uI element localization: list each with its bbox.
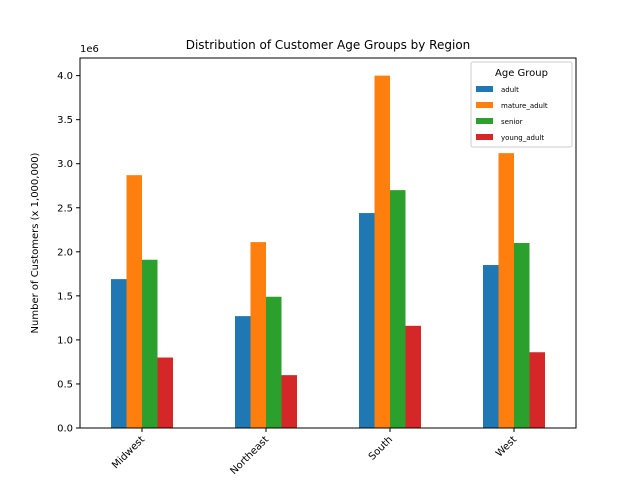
legend-label-mature_adult: mature_adult [501,102,548,110]
y-tick-label: 1.0 [57,335,73,346]
legend-label-senior: senior [501,118,523,126]
y-axis: 0.0 0.5 1.0 1.5 2.0 2.5 3.0 3.5 4.0 [57,71,80,435]
y-tick-label: 0.5 [57,379,73,390]
x-axis: Midwest Northeast South West [110,428,519,477]
legend-swatch-adult [476,86,493,92]
x-tick-label: South [367,434,395,462]
bar-mature_adult-northeast [250,242,266,428]
y-tick-label: 2.0 [57,247,73,258]
y-axis-label: Number of Customers (x 1,000,000) [30,152,41,333]
x-tick-label: Northeast [228,434,271,477]
chart-title: Distribution of Customer Age Groups by R… [186,38,471,52]
y-tick-label: 0.0 [57,424,73,435]
plot-frame [79,57,577,429]
legend-box [470,61,573,148]
x-tick-label: Midwest [110,434,147,471]
bar-young_adult-west [529,352,545,428]
bar-adult-south [359,213,375,428]
y-tick-label: 1.5 [57,291,73,302]
bar-adult-midwest [111,279,127,428]
legend-swatch-young_adult [476,134,493,140]
y-tick-label: 2.5 [57,203,73,214]
bar-senior-west [514,243,530,428]
bar-mature_adult-west [498,153,514,428]
x-tick-label: West [494,434,519,459]
y-tick-label: 4.0 [57,71,73,82]
legend-label-young_adult: young_adult [501,134,544,142]
bar-mature_adult-south [374,75,390,429]
bar-young_adult-northeast [281,375,297,428]
bar-young_adult-midwest [157,357,173,428]
bars-layer [111,75,545,429]
bar-senior-northeast [266,296,282,428]
bar-senior-midwest [142,259,158,428]
legend-swatch-senior [476,118,493,124]
legend-title: Age Group [495,68,548,79]
bar-mature_adult-midwest [126,175,142,428]
bar-senior-south [390,190,406,428]
y-tick-label: 3.0 [57,159,73,170]
legend-label-adult: adult [501,86,519,94]
bar-young_adult-south [405,325,421,428]
legend-swatch-mature_adult [476,102,493,108]
bar-adult-west [483,265,499,428]
y-axis-offset-label: 1e6 [80,44,99,55]
y-tick-label: 3.5 [57,115,73,126]
bar-adult-northeast [235,316,251,428]
